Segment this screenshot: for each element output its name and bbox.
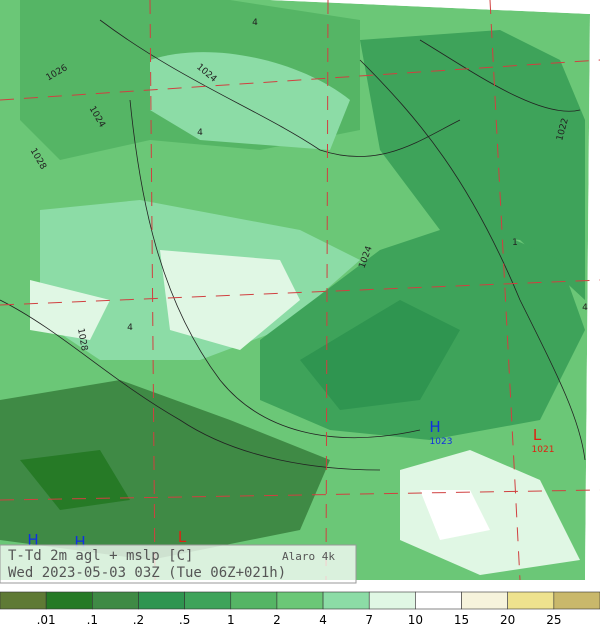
dry-area: [160, 250, 300, 350]
center-pressure: 1023: [430, 437, 453, 447]
moist-area: [360, 30, 585, 300]
legend-swatch: [415, 591, 462, 610]
legend-label: 20: [500, 613, 515, 627]
graticule-line: [325, 0, 329, 581]
title-background: [0, 544, 357, 584]
isobar-label: 1: [512, 238, 518, 248]
legend-swatch: [184, 591, 232, 610]
legend-label: 2: [273, 613, 281, 627]
legend-swatch: [92, 591, 139, 610]
legend-swatch: [553, 591, 600, 610]
title: T-Td 2m agl + mslp [C]: [8, 548, 193, 564]
center-symbol: H: [74, 533, 85, 551]
legend-swatch: [230, 591, 278, 610]
isobar-label: 4: [127, 323, 133, 333]
center-symbol: H: [429, 418, 440, 436]
center-symbol: L: [533, 426, 542, 444]
legend-swatch: [461, 591, 508, 610]
graticule-line: [0, 59, 600, 101]
title-box: T-Td 2m agl + mslp [C] Alaro 4k Wed 2023…: [0, 544, 357, 584]
isobars: [0, 19, 586, 471]
isobar: [129, 99, 421, 439]
color-legend: .01 .1 .2 .5 1 2 4 7 10 15 20 25: [0, 591, 600, 627]
graticule-line: [0, 489, 600, 501]
legend-label: 1: [227, 613, 235, 627]
isobar-label: 1028: [75, 328, 89, 353]
graticule: [0, 0, 600, 581]
legend-label: .01: [37, 613, 56, 627]
moist-area: [150, 52, 350, 151]
legend-label: 25: [546, 613, 561, 627]
valid-time: Wed 2023-05-03 03Z (Tue 06Z+021h): [8, 565, 286, 581]
graticule-line: [0, 279, 600, 306]
legend-swatch: [45, 591, 93, 610]
legend-label: 4: [319, 613, 327, 627]
center-pressure: 1021: [532, 445, 555, 455]
isobar: [0, 299, 381, 471]
very-moist-area: [20, 450, 130, 510]
legend-label: .1: [87, 613, 98, 627]
legend-swatch: [507, 591, 555, 610]
isobar-label: 4: [252, 18, 258, 28]
legend-label: 10: [408, 613, 423, 627]
dry-area: [400, 450, 580, 575]
center-symbol: H: [27, 531, 38, 549]
moist-area: [300, 300, 460, 410]
legend-label: 15: [454, 613, 469, 627]
legend-label: .5: [179, 613, 190, 627]
map-field: [0, 0, 590, 580]
legend-label: 7: [365, 613, 373, 627]
dry-area: [30, 280, 110, 340]
model-name: Alaro 4k: [282, 550, 335, 563]
isobar: [419, 39, 581, 112]
isobar-label: 4: [197, 128, 203, 138]
graticule-line: [489, 0, 521, 581]
isobar: [359, 59, 586, 461]
legend-swatch: [276, 591, 324, 610]
legend-swatch: [368, 591, 416, 610]
moist-area: [0, 380, 330, 560]
graticule-line: [149, 0, 156, 581]
legend-swatch: [0, 591, 47, 610]
isobar: [99, 19, 461, 157]
legend-swatch: [138, 591, 185, 610]
dry-area: [420, 490, 490, 540]
legend-label: .2: [133, 613, 144, 627]
center-symbol: L: [178, 528, 187, 546]
isobar-label: 4: [582, 303, 588, 313]
legend-swatch: [322, 591, 370, 610]
